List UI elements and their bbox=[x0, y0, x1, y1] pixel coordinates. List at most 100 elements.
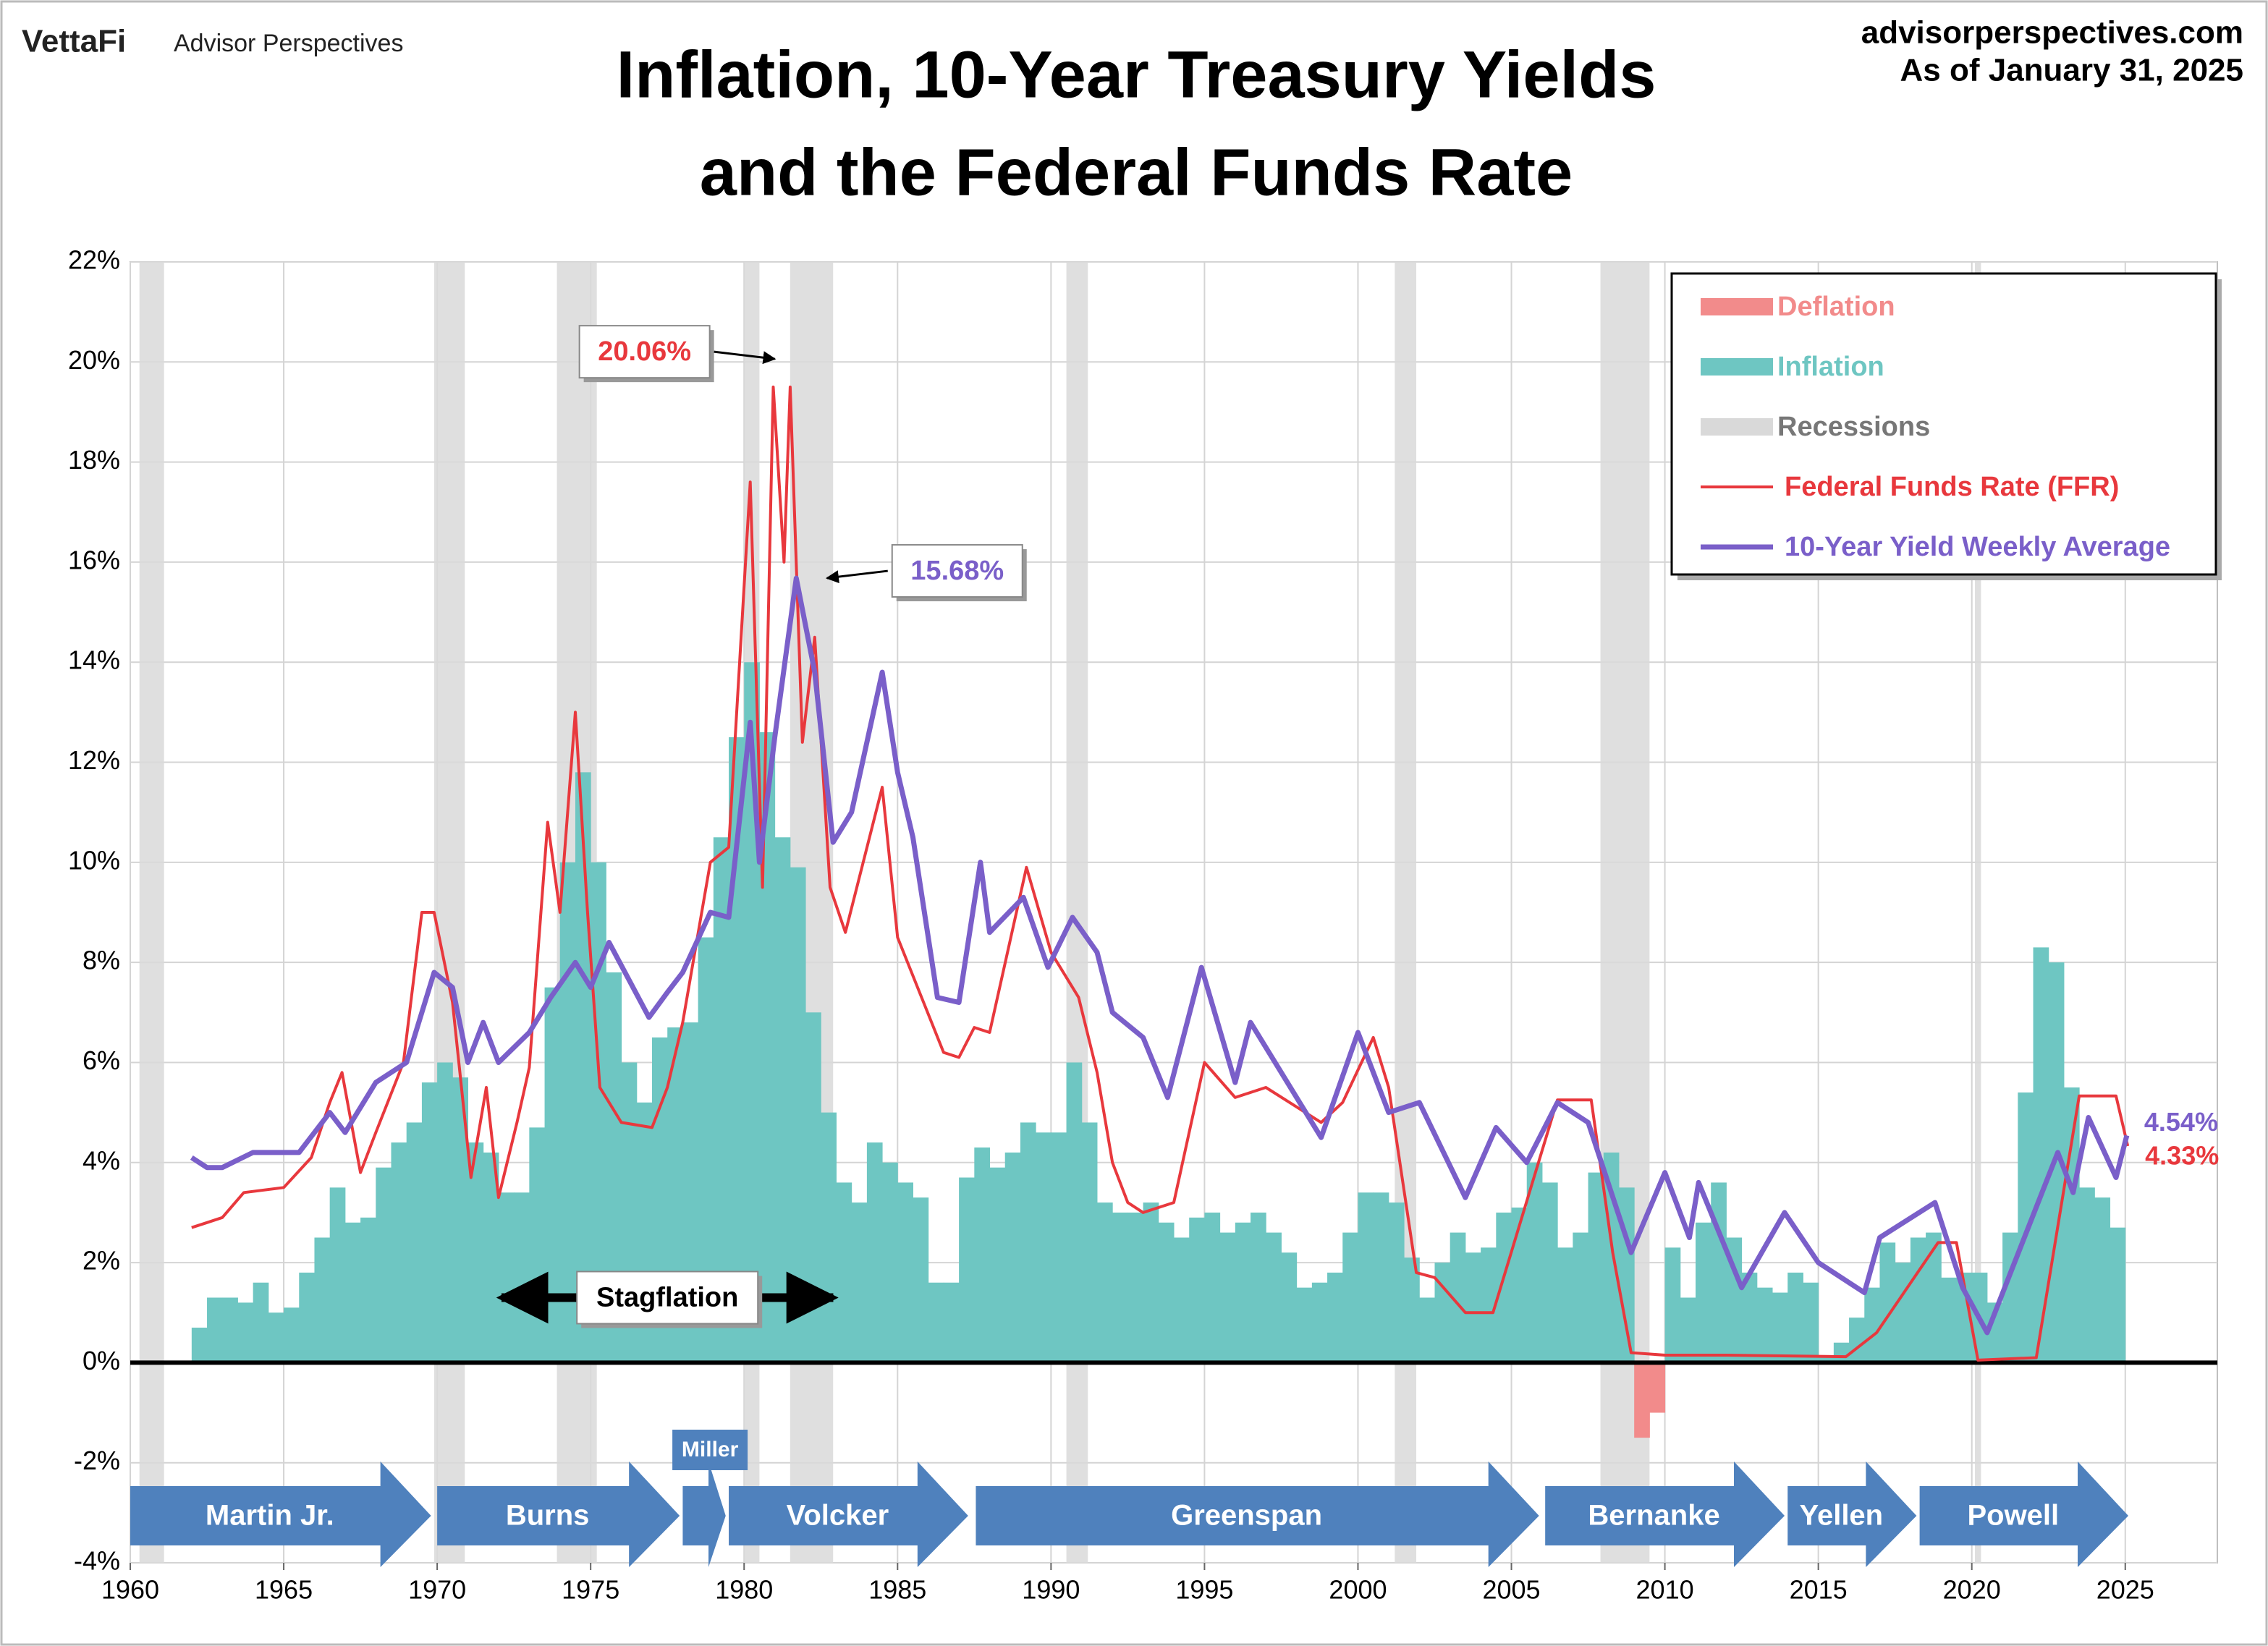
callout-arrow bbox=[714, 350, 777, 365]
y-tick-label: 20% bbox=[68, 345, 120, 375]
bar bbox=[1450, 1232, 1466, 1363]
bar bbox=[1296, 1287, 1313, 1363]
recession-band bbox=[1395, 262, 1417, 1563]
chair-arrow bbox=[1919, 1462, 2129, 1567]
bar bbox=[1327, 1272, 1343, 1363]
bar bbox=[1833, 1342, 1850, 1363]
bar bbox=[1772, 1292, 1788, 1363]
x-tick-label: 1975 bbox=[562, 1575, 619, 1605]
chair-label: Volcker bbox=[787, 1500, 889, 1532]
bar bbox=[544, 987, 561, 1363]
legend-label: 10-Year Yield Weekly Average bbox=[1785, 532, 2170, 562]
bar bbox=[1081, 1122, 1098, 1363]
x-tick-label: 2020 bbox=[1943, 1575, 2001, 1605]
bar bbox=[1680, 1297, 1696, 1363]
bar bbox=[559, 862, 576, 1363]
bar bbox=[1696, 1222, 1711, 1363]
bar bbox=[391, 1142, 407, 1363]
legend-swatch bbox=[1701, 358, 1773, 376]
as-of: As of January 31, 2025 bbox=[1900, 53, 2243, 88]
bar bbox=[329, 1187, 346, 1363]
chair-arrow bbox=[729, 1462, 968, 1567]
bar bbox=[1895, 1263, 1911, 1363]
bar bbox=[2094, 1197, 2111, 1363]
bar bbox=[897, 1182, 913, 1363]
bar bbox=[759, 732, 776, 1363]
bar bbox=[498, 1192, 515, 1363]
bar bbox=[1649, 1362, 1666, 1413]
y-tick-label: 16% bbox=[68, 545, 120, 574]
bar bbox=[836, 1182, 852, 1363]
chair-arrow bbox=[976, 1462, 1539, 1567]
bar bbox=[1158, 1222, 1175, 1363]
y-tick-label: -4% bbox=[74, 1546, 120, 1576]
bar bbox=[1373, 1192, 1389, 1363]
bar bbox=[851, 1202, 868, 1363]
bar bbox=[2110, 1227, 2126, 1363]
bar bbox=[790, 867, 806, 1363]
stagflation-label: Stagflation bbox=[596, 1283, 738, 1313]
bar bbox=[1588, 1172, 1604, 1363]
bar bbox=[452, 1077, 469, 1363]
bar bbox=[467, 1142, 484, 1363]
bar bbox=[1787, 1272, 1803, 1363]
chair-label: Yellen bbox=[1799, 1500, 1883, 1532]
legend-label: Deflation bbox=[1777, 292, 1895, 322]
x-tick-label: 2010 bbox=[1636, 1575, 1694, 1605]
x-tick-label: 1965 bbox=[255, 1575, 313, 1605]
bar bbox=[1926, 1232, 1942, 1363]
bar bbox=[1941, 1277, 1957, 1363]
bar bbox=[237, 1302, 254, 1363]
bar bbox=[268, 1312, 284, 1363]
callout-box bbox=[891, 544, 1023, 598]
x-tick-label: 2015 bbox=[1790, 1575, 1848, 1605]
bar bbox=[1541, 1182, 1558, 1363]
x-tick-label: 2025 bbox=[2096, 1575, 2154, 1605]
bar bbox=[1358, 1192, 1374, 1363]
y-tick-label: 14% bbox=[68, 645, 120, 675]
bar bbox=[1189, 1217, 1205, 1363]
bar bbox=[314, 1237, 331, 1363]
bar bbox=[222, 1297, 238, 1363]
y-tick-label: 18% bbox=[68, 445, 120, 475]
bar bbox=[1342, 1232, 1358, 1363]
x-tick-label: 1960 bbox=[101, 1575, 159, 1605]
bar bbox=[882, 1162, 898, 1363]
legend-swatch bbox=[1701, 298, 1773, 315]
bar bbox=[1419, 1297, 1435, 1363]
bar bbox=[866, 1142, 883, 1363]
recession-band bbox=[433, 262, 465, 1563]
bar bbox=[1311, 1282, 1328, 1363]
bar bbox=[1526, 1162, 1543, 1363]
bar bbox=[591, 862, 606, 1363]
callout-arrow bbox=[825, 569, 888, 584]
bar bbox=[207, 1297, 223, 1363]
bar bbox=[437, 1062, 453, 1363]
bar bbox=[1496, 1212, 1512, 1363]
bar bbox=[1434, 1263, 1451, 1363]
bar bbox=[376, 1167, 392, 1363]
chair-arrow bbox=[1545, 1462, 1785, 1567]
recession-band bbox=[1066, 262, 1088, 1563]
bar bbox=[1266, 1232, 1282, 1363]
bar bbox=[1204, 1212, 1221, 1363]
bar bbox=[1251, 1212, 1266, 1363]
bar bbox=[1726, 1237, 1743, 1363]
bar bbox=[1864, 1287, 1880, 1363]
y-tick-label: 22% bbox=[68, 245, 120, 275]
y-tick-label: 12% bbox=[68, 745, 120, 775]
legend-label: Federal Funds Rate (FFR) bbox=[1785, 472, 2119, 502]
bar bbox=[421, 1082, 438, 1363]
callout-box bbox=[578, 325, 711, 379]
x-tick-label: 1980 bbox=[715, 1575, 773, 1605]
y-tick-label: 2% bbox=[82, 1246, 120, 1276]
bar bbox=[1511, 1208, 1528, 1363]
brand-sub: Advisor Perspectives bbox=[174, 30, 403, 57]
chart-title: and the Federal Funds Rate bbox=[700, 135, 1573, 209]
bar bbox=[713, 837, 729, 1363]
bar bbox=[1465, 1252, 1481, 1363]
stagflation-box bbox=[576, 1270, 759, 1325]
bar bbox=[943, 1282, 960, 1363]
bar bbox=[1879, 1242, 1896, 1363]
end-label: 4.54% bbox=[2144, 1107, 2218, 1137]
